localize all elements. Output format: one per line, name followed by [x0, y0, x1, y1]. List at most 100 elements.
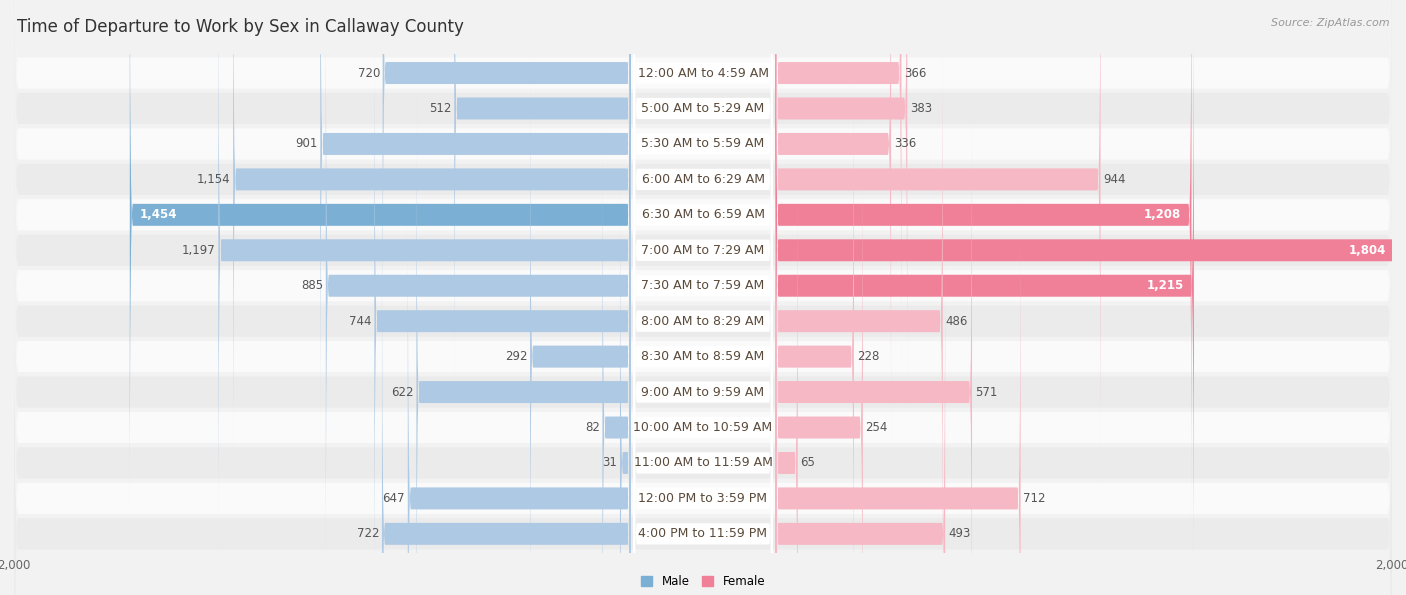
- Text: 1,804: 1,804: [1348, 244, 1386, 257]
- Text: 31: 31: [602, 456, 617, 469]
- FancyBboxPatch shape: [634, 119, 772, 595]
- FancyBboxPatch shape: [775, 13, 943, 595]
- FancyBboxPatch shape: [775, 0, 1194, 594]
- FancyBboxPatch shape: [634, 84, 772, 595]
- FancyBboxPatch shape: [634, 0, 772, 452]
- Text: 1,197: 1,197: [181, 244, 215, 257]
- FancyBboxPatch shape: [14, 0, 1392, 483]
- FancyBboxPatch shape: [14, 53, 1392, 595]
- Text: 336: 336: [894, 137, 917, 151]
- FancyBboxPatch shape: [775, 0, 907, 416]
- FancyBboxPatch shape: [775, 49, 853, 595]
- Text: 366: 366: [904, 67, 927, 80]
- FancyBboxPatch shape: [634, 12, 772, 595]
- Text: 1,215: 1,215: [1146, 279, 1184, 292]
- FancyBboxPatch shape: [14, 0, 1392, 595]
- Text: 7:00 AM to 7:29 AM: 7:00 AM to 7:29 AM: [641, 244, 765, 257]
- Text: 1,454: 1,454: [141, 208, 177, 221]
- Text: 486: 486: [945, 315, 967, 328]
- FancyBboxPatch shape: [321, 0, 631, 452]
- Text: 11:00 AM to 11:59 AM: 11:00 AM to 11:59 AM: [634, 456, 772, 469]
- FancyBboxPatch shape: [634, 155, 772, 595]
- FancyBboxPatch shape: [530, 49, 631, 595]
- FancyBboxPatch shape: [382, 0, 631, 381]
- FancyBboxPatch shape: [14, 0, 1392, 595]
- FancyBboxPatch shape: [775, 155, 797, 595]
- Text: 885: 885: [301, 279, 323, 292]
- Text: 228: 228: [856, 350, 879, 363]
- Text: 512: 512: [429, 102, 451, 115]
- Text: 12:00 PM to 3:59 PM: 12:00 PM to 3:59 PM: [638, 492, 768, 505]
- FancyBboxPatch shape: [14, 0, 1392, 589]
- Text: 12:00 AM to 4:59 AM: 12:00 AM to 4:59 AM: [637, 67, 769, 80]
- FancyBboxPatch shape: [634, 190, 772, 595]
- Text: 1,208: 1,208: [1144, 208, 1181, 221]
- FancyBboxPatch shape: [218, 0, 631, 558]
- FancyBboxPatch shape: [602, 120, 631, 595]
- FancyBboxPatch shape: [634, 0, 772, 559]
- Text: 383: 383: [910, 102, 932, 115]
- FancyBboxPatch shape: [14, 0, 1392, 595]
- FancyBboxPatch shape: [634, 0, 772, 595]
- Text: 4:00 PM to 11:59 PM: 4:00 PM to 11:59 PM: [638, 527, 768, 540]
- Text: 493: 493: [948, 527, 970, 540]
- FancyBboxPatch shape: [326, 0, 631, 594]
- FancyBboxPatch shape: [775, 0, 1191, 523]
- Text: 647: 647: [382, 492, 405, 505]
- FancyBboxPatch shape: [14, 0, 1392, 554]
- Legend: Male, Female: Male, Female: [636, 570, 770, 593]
- FancyBboxPatch shape: [14, 0, 1392, 518]
- FancyBboxPatch shape: [775, 226, 945, 595]
- FancyBboxPatch shape: [233, 0, 631, 487]
- Text: 5:30 AM to 5:59 AM: 5:30 AM to 5:59 AM: [641, 137, 765, 151]
- Text: 292: 292: [505, 350, 527, 363]
- FancyBboxPatch shape: [14, 0, 1392, 595]
- FancyBboxPatch shape: [374, 13, 631, 595]
- FancyBboxPatch shape: [408, 190, 631, 595]
- FancyBboxPatch shape: [775, 0, 1396, 558]
- Text: 722: 722: [357, 527, 380, 540]
- FancyBboxPatch shape: [775, 190, 1021, 595]
- FancyBboxPatch shape: [634, 0, 772, 417]
- Text: 82: 82: [585, 421, 599, 434]
- FancyBboxPatch shape: [129, 0, 631, 523]
- Text: 254: 254: [866, 421, 889, 434]
- FancyBboxPatch shape: [382, 226, 631, 595]
- FancyBboxPatch shape: [634, 0, 772, 595]
- Text: 10:00 AM to 10:59 AM: 10:00 AM to 10:59 AM: [634, 421, 772, 434]
- FancyBboxPatch shape: [634, 48, 772, 595]
- FancyBboxPatch shape: [620, 155, 631, 595]
- Text: 8:30 AM to 8:59 AM: 8:30 AM to 8:59 AM: [641, 350, 765, 363]
- Text: 9:00 AM to 9:59 AM: 9:00 AM to 9:59 AM: [641, 386, 765, 399]
- Text: 8:00 AM to 8:29 AM: 8:00 AM to 8:29 AM: [641, 315, 765, 328]
- Text: 571: 571: [974, 386, 997, 399]
- FancyBboxPatch shape: [775, 84, 972, 595]
- FancyBboxPatch shape: [14, 18, 1392, 595]
- Text: 744: 744: [349, 315, 371, 328]
- FancyBboxPatch shape: [775, 0, 891, 452]
- FancyBboxPatch shape: [14, 124, 1392, 595]
- FancyBboxPatch shape: [775, 0, 901, 381]
- FancyBboxPatch shape: [634, 0, 772, 488]
- FancyBboxPatch shape: [14, 0, 1392, 595]
- Text: 6:00 AM to 6:29 AM: 6:00 AM to 6:29 AM: [641, 173, 765, 186]
- Text: 944: 944: [1104, 173, 1126, 186]
- Text: 6:30 AM to 6:59 AM: 6:30 AM to 6:59 AM: [641, 208, 765, 221]
- FancyBboxPatch shape: [14, 89, 1392, 595]
- Text: 720: 720: [357, 67, 380, 80]
- FancyBboxPatch shape: [634, 0, 772, 594]
- FancyBboxPatch shape: [775, 120, 863, 595]
- Text: 901: 901: [295, 137, 318, 151]
- Text: Source: ZipAtlas.com: Source: ZipAtlas.com: [1271, 18, 1389, 28]
- Text: 1,154: 1,154: [197, 173, 231, 186]
- Text: 622: 622: [391, 386, 413, 399]
- FancyBboxPatch shape: [416, 84, 631, 595]
- FancyBboxPatch shape: [14, 0, 1392, 595]
- Text: Time of Departure to Work by Sex in Callaway County: Time of Departure to Work by Sex in Call…: [17, 18, 464, 36]
- FancyBboxPatch shape: [775, 0, 1101, 487]
- Text: 5:00 AM to 5:29 AM: 5:00 AM to 5:29 AM: [641, 102, 765, 115]
- Text: 712: 712: [1024, 492, 1046, 505]
- Text: 7:30 AM to 7:59 AM: 7:30 AM to 7:59 AM: [641, 279, 765, 292]
- FancyBboxPatch shape: [634, 0, 772, 523]
- FancyBboxPatch shape: [454, 0, 631, 416]
